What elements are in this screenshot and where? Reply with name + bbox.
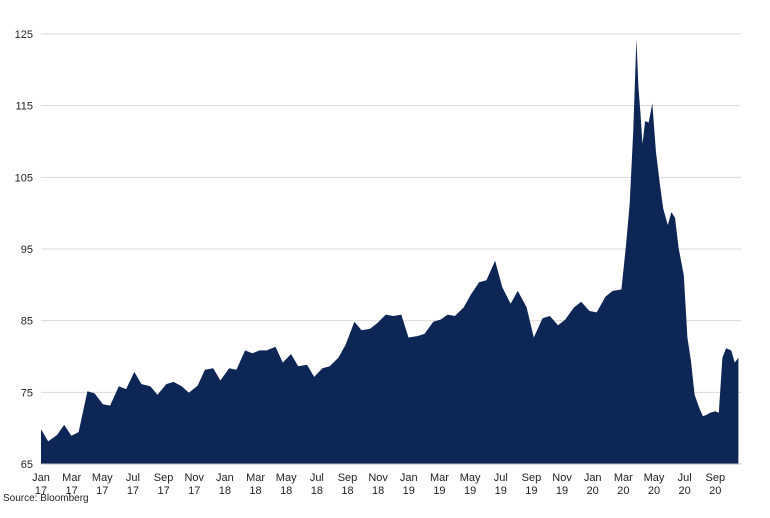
x-tick-label: Sep 17 — [154, 472, 174, 497]
x-axis-tick-labels: Jan 17 Mar 17 May 17 Jul 17 Sep 17 Nov 17 Jan 18 Mar 18… — [32, 472, 725, 497]
y-tick-label: 85 — [21, 316, 33, 328]
y-tick-label: 65 — [21, 459, 33, 471]
y-tick-label: 105 — [15, 172, 33, 184]
x-tick-label: May 19 — [460, 472, 481, 497]
x-tick-label: Jan 20 — [584, 472, 602, 497]
x-tick-label: Jan 19 — [400, 472, 418, 497]
x-tick-label: Sep 19 — [522, 472, 542, 497]
x-tick-label: Jan 17 — [32, 472, 50, 497]
y-axis-tick-labels: 65 75 85 95 105 115 125 — [15, 29, 33, 471]
x-tick-label: Mar 18 — [246, 472, 265, 497]
x-tick-label: Jul 20 — [678, 472, 692, 497]
x-tick-label: Jul 17 — [126, 472, 140, 497]
x-tick-label: Jan 18 — [216, 472, 234, 497]
x-tick-label: Nov 19 — [552, 472, 572, 497]
y-tick-label: 125 — [15, 29, 33, 41]
x-tick-label: Mar 19 — [430, 472, 449, 497]
y-tick-label: 95 — [21, 244, 33, 256]
x-tick-label: May 20 — [644, 472, 665, 497]
x-tick-label: Jul 18 — [310, 472, 324, 497]
x-tick-label: Jul 19 — [494, 472, 508, 497]
x-tick-label: May 18 — [276, 472, 297, 497]
x-tick-label: Nov 17 — [184, 472, 204, 497]
source-note: Source: Bloomberg — [3, 493, 89, 504]
series-area — [41, 38, 739, 464]
x-tick-label: May 17 — [92, 472, 113, 497]
x-tick-label: Mar 17 — [62, 472, 81, 497]
y-tick-label: 75 — [21, 387, 33, 399]
x-tick-label: Mar 20 — [614, 472, 633, 497]
x-tick-label: Nov 18 — [368, 472, 388, 497]
x-tick-label: Sep 18 — [338, 472, 358, 497]
y-tick-label: 115 — [15, 101, 33, 113]
x-tick-label: Sep 20 — [706, 472, 726, 497]
